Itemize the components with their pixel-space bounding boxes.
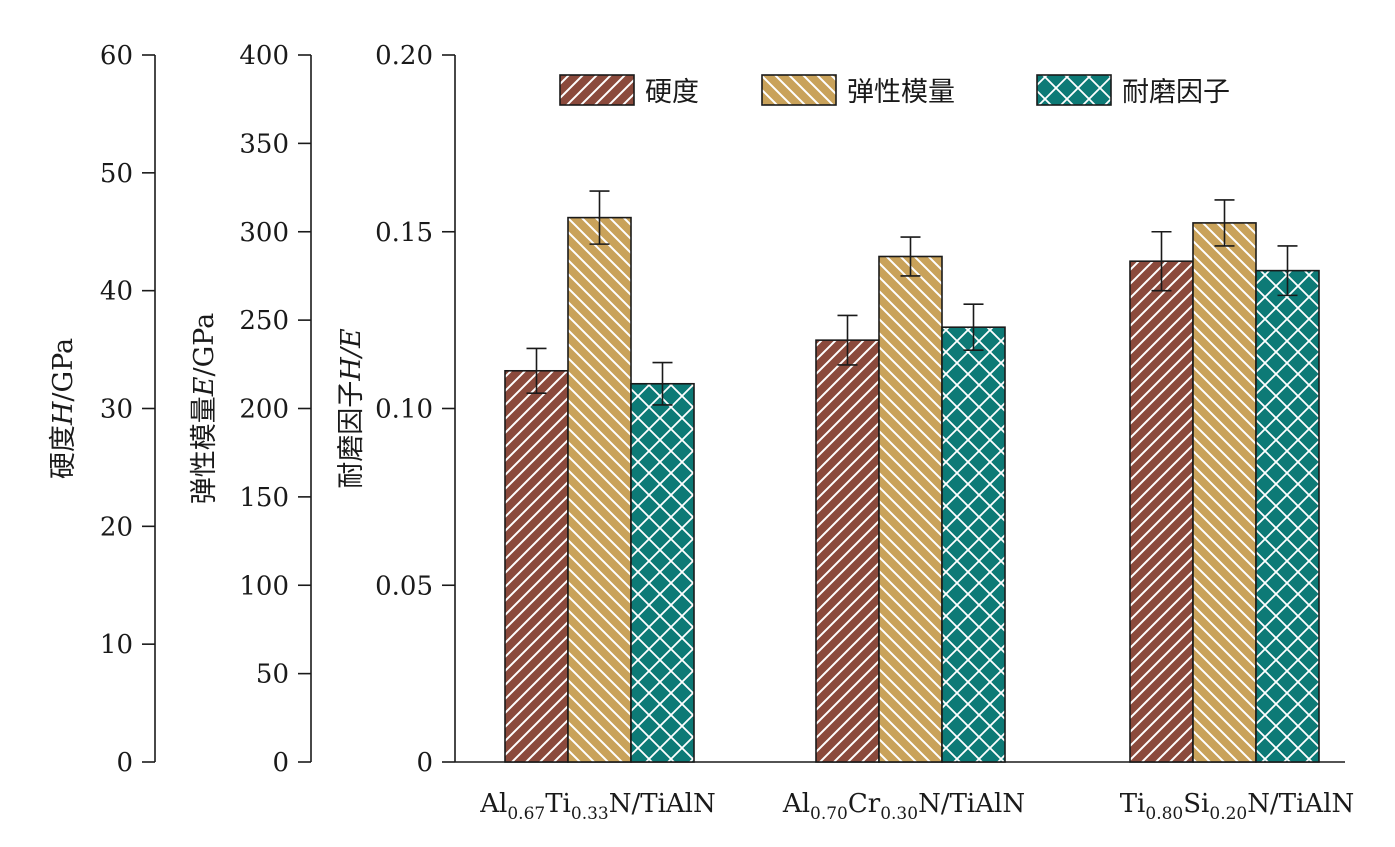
legend: 硬度 弹性模量 耐磨因子	[559, 74, 1230, 108]
ratio-tick-label: 0.10	[375, 395, 433, 425]
hardness-tick-label: 0	[116, 748, 133, 778]
bar-hardness-2	[1129, 260, 1194, 763]
axes-layer: 0 10 20 30 40 50 60 硬度H/GPa 0 50 100 150 200 250 300 35…	[48, 41, 1345, 778]
legend-label-ratio: 耐磨因子	[1122, 77, 1230, 108]
ratio-axis-title: 耐磨因子H/E	[336, 328, 367, 489]
category-labels: Al0.67Ti0.33N/TiAlN Al0.70Cr0.30N/TiAlN Ti…	[479, 789, 1354, 824]
legend-swatch-hardness	[559, 74, 635, 106]
modulus-tick-label: 400	[239, 41, 289, 71]
modulus-tick-label: 0	[272, 748, 289, 778]
bar-hardness-1	[815, 339, 880, 763]
legend-label-hardness: 硬度	[645, 77, 699, 108]
hardness-tick-label: 40	[100, 277, 133, 307]
bar-modulus-1	[878, 255, 943, 763]
legend-label-modulus: 弹性模量	[847, 77, 955, 108]
hardness-tick-label: 60	[100, 41, 133, 71]
category-label-0: Al0.67Ti0.33N/TiAlN	[479, 789, 716, 824]
modulus-tick-label: 150	[239, 483, 289, 513]
category-label-2: Ti0.80Si0.20N/TiAlN	[1120, 789, 1355, 824]
bar-ratio-0	[630, 382, 695, 763]
modulus-tick-label: 250	[239, 306, 289, 336]
bar-ratio-2	[1255, 269, 1320, 763]
modulus-tick-label: 200	[239, 395, 289, 425]
ratio-tick-label: 0.15	[375, 218, 433, 248]
hardness-tick-label: 10	[100, 630, 133, 660]
modulus-axis-title: 弹性模量E/GPa	[189, 313, 220, 504]
modulus-tick-label: 100	[239, 571, 289, 601]
ratio-tick-label: 0	[416, 748, 433, 778]
legend-swatch-ratio	[1036, 74, 1112, 106]
bar-modulus-0	[567, 216, 632, 763]
hardness-tick-label: 30	[100, 395, 133, 425]
category-label-1: Al0.70Cr0.30N/TiAlN	[782, 789, 1025, 824]
bars-layer	[504, 190, 1320, 763]
bar-hardness-0	[504, 369, 569, 763]
modulus-tick-label: 300	[239, 218, 289, 248]
hardness-tick-label: 20	[100, 512, 133, 542]
modulus-tick-label: 50	[256, 660, 289, 690]
legend-swatch-modulus	[761, 74, 837, 106]
ratio-tick-label: 0.20	[375, 41, 433, 71]
bar-ratio-1	[941, 326, 1006, 763]
hardness-tick-label: 50	[100, 159, 133, 189]
ratio-tick-label: 0.05	[375, 571, 433, 601]
hardness-axis-title: 硬度H/GPa	[48, 338, 79, 479]
bar-modulus-2	[1192, 222, 1257, 763]
modulus-tick-label: 350	[239, 129, 289, 159]
